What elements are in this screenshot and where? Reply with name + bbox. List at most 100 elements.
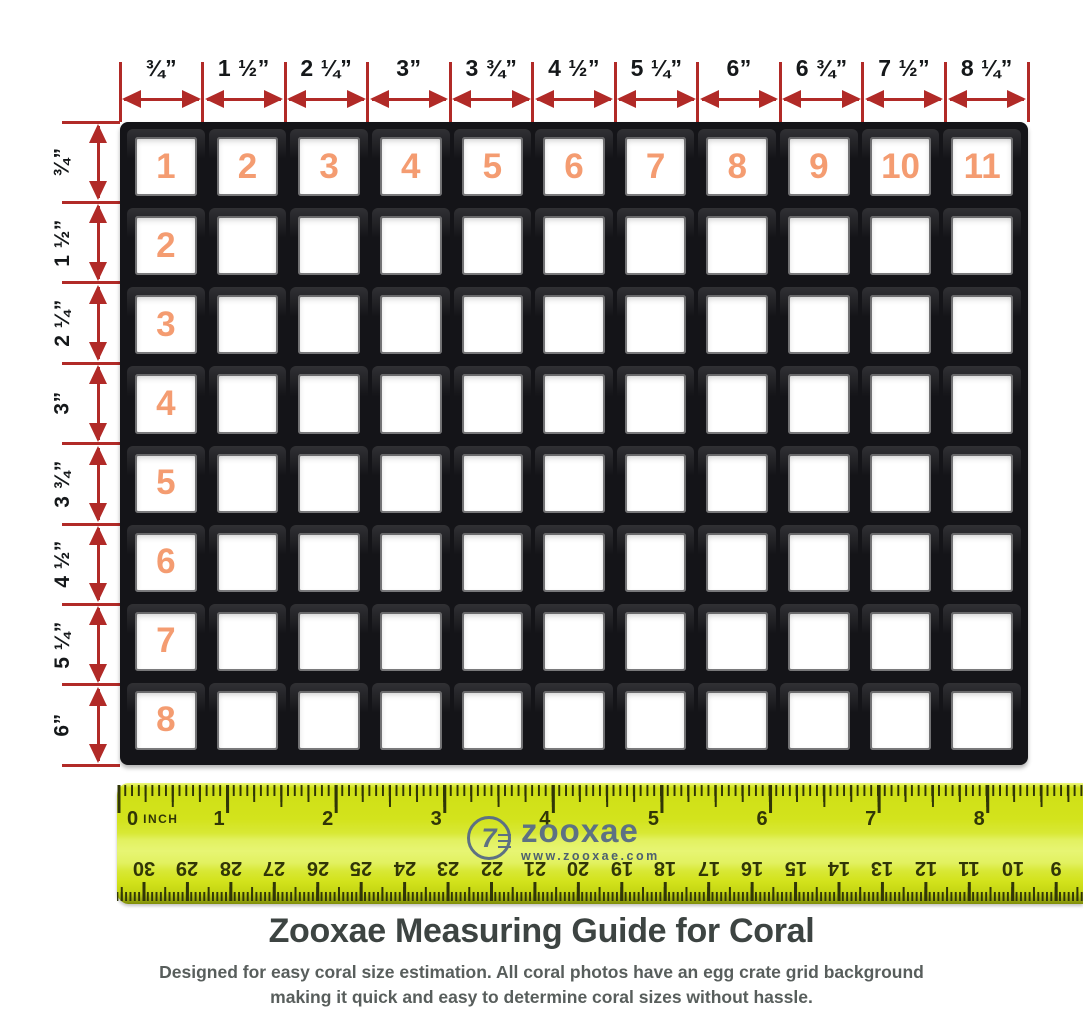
grid-cell xyxy=(452,206,534,285)
ruler-cm-number: 10 xyxy=(1001,857,1024,879)
grid-cell-number xyxy=(298,216,360,276)
grid-cell: 1 xyxy=(125,127,207,206)
grid-cell-number xyxy=(461,690,524,750)
left-measurement-label-box: ¾” xyxy=(42,122,84,202)
grid-cell xyxy=(696,523,778,602)
grid-cell: 8 xyxy=(125,681,207,760)
grid-cell xyxy=(941,444,1023,523)
grid-cell: 8 xyxy=(696,127,778,206)
grid-cell xyxy=(615,602,697,681)
grid-cell-number xyxy=(461,611,524,671)
grid-cell xyxy=(860,285,942,364)
grid-cell-number xyxy=(379,295,442,355)
grid-cell xyxy=(533,681,615,760)
grid-cell xyxy=(370,364,452,443)
grid-cell-number xyxy=(706,453,769,513)
zooxae-logo: 7 zooxae www.zooxae.com xyxy=(467,814,660,863)
horizontal-arrow xyxy=(780,90,863,108)
left-measurement-label: 1 ½” xyxy=(51,218,74,267)
ruler-cm-number: 30 xyxy=(132,857,156,879)
grid-cell xyxy=(778,364,860,443)
grid-cell xyxy=(696,444,778,523)
grid-cell xyxy=(941,364,1023,443)
grid-cell: 4 xyxy=(125,364,207,443)
grid-cell-number xyxy=(216,453,279,513)
grid-cell xyxy=(207,444,289,523)
grid-cell: 9 xyxy=(778,127,860,206)
grid-cell xyxy=(207,602,289,681)
grid-cell-number xyxy=(706,611,769,671)
top-measurement-label: 8 ¼” xyxy=(960,55,1013,81)
ruler-inch-number: 6 xyxy=(756,808,768,830)
grid-cell xyxy=(860,444,942,523)
grid-cell: 4 xyxy=(370,127,452,206)
grid-cell xyxy=(370,206,452,285)
left-measurement-label: 2 ¼” xyxy=(51,299,74,347)
ruler-cm-number: 16 xyxy=(741,857,764,879)
top-measurement-label: 3 ¾” xyxy=(465,55,518,81)
left-tick-line xyxy=(62,602,120,606)
grid-cell xyxy=(860,206,942,285)
ruler-cm-number: 25 xyxy=(350,857,373,879)
left-measurement-label: 5 ¼” xyxy=(51,620,74,669)
grid-cell xyxy=(288,364,370,443)
top-tick-line xyxy=(778,62,782,122)
grid-cell-number xyxy=(543,690,605,750)
grid-cell-number: 9 xyxy=(788,137,850,197)
left-measurement-label: 3 ¾” xyxy=(51,460,74,508)
grid-cell-number xyxy=(624,453,687,513)
top-measurement-label: 6 ¾” xyxy=(795,55,848,81)
vertical-arrow xyxy=(89,524,107,604)
left-measurement-label-box: 1 ½” xyxy=(42,202,84,282)
ruler-inch-number: 4 xyxy=(539,808,551,830)
ruler-inch-number: 5 xyxy=(647,808,659,830)
grid-cell: 7 xyxy=(125,602,207,681)
grid-cell-number xyxy=(951,295,1013,355)
grid-cell-number xyxy=(379,374,442,434)
caption-block: Zooxae Measuring Guide for Coral Designe… xyxy=(0,912,1083,1011)
grid-cell xyxy=(452,364,534,443)
grid-cell-number xyxy=(543,532,605,592)
zooxae-logo-glyph: 7 xyxy=(481,822,497,853)
grid-cell-number xyxy=(951,690,1013,750)
top-measurement-label: 1 ½” xyxy=(217,55,270,81)
grid-cell-number xyxy=(706,216,769,276)
horizontal-arrow xyxy=(698,90,781,108)
ruler-cm-number: 15 xyxy=(784,857,807,879)
grid-cell: 2 xyxy=(207,127,289,206)
grid-cell xyxy=(860,602,942,681)
grid-cell xyxy=(941,681,1023,760)
ruler-inch-number: 8 xyxy=(973,808,985,830)
grid-cell xyxy=(778,681,860,760)
top-tick-line xyxy=(861,62,865,122)
grid-cell-number xyxy=(461,374,524,434)
left-tick-line xyxy=(62,683,120,687)
subtitle-line-2: making it quick and easy to determine co… xyxy=(270,987,813,1008)
grid-cell xyxy=(288,206,370,285)
grid-cell-number xyxy=(461,453,524,513)
grid-cell-number xyxy=(543,453,605,513)
horizontal-arrow xyxy=(863,90,946,108)
ruler-inch-number: 3 xyxy=(430,808,442,830)
grid-cell: 7 xyxy=(615,127,697,206)
grid-cell-number xyxy=(624,374,687,434)
grid-cell-number xyxy=(543,295,605,355)
top-tick-line xyxy=(944,62,947,122)
grid-cell xyxy=(696,206,778,285)
grid-cell-number xyxy=(951,453,1013,513)
grid-cell xyxy=(860,364,942,443)
vertical-arrow xyxy=(89,685,107,765)
grid-cell xyxy=(533,602,615,681)
top-tick-line xyxy=(448,62,452,122)
grid-cell xyxy=(778,206,860,285)
grid-cell-number xyxy=(379,216,442,276)
grid-cell-number xyxy=(624,690,687,750)
horizontal-arrow xyxy=(285,90,368,108)
grid-cell-number xyxy=(298,374,360,434)
grid-cell: 3 xyxy=(288,127,370,206)
ruler-inch-number: 2 xyxy=(322,808,334,830)
grid-cell xyxy=(533,285,615,364)
horizontal-arrow xyxy=(615,90,698,108)
grid-cell-number xyxy=(216,532,279,592)
